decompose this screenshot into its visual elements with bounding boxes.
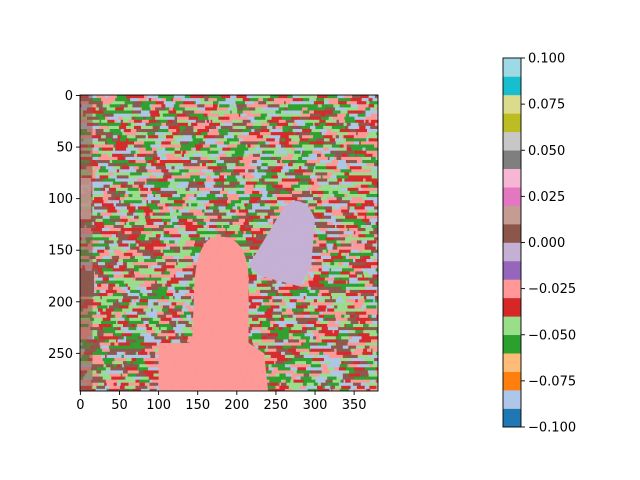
colorbar-segment [503,242,521,262]
colorbar-tick-label: 0.025 [528,190,565,205]
y-tick-label: 250 [48,347,73,362]
y-tick-label: 50 [56,141,73,156]
colorbar-segment [503,371,521,391]
colorbar-segment [503,316,521,336]
colorbar-segment [503,168,521,188]
colorbar-segment [503,260,521,280]
x-tick-label: 100 [146,398,171,413]
colorbar-segment [503,279,521,299]
colorbar-segment [503,94,521,114]
x-tick-label: 300 [303,398,328,413]
y-tick-label: 0 [65,89,73,104]
x-tick-label: 350 [342,398,367,413]
heatmap-image [80,95,378,391]
y-tick-label: 100 [48,192,73,207]
colorbar-segment [503,297,521,317]
colorbar-axis: 0.100 0.075 0.050 0.025 0.000 −0.025 −0.050 −0.… [521,52,576,436]
colorbar-segment [503,150,521,169]
colorbar-tick-label: −0.025 [528,282,576,297]
y-axis: 0 50 100 150 200 250 [48,89,80,362]
y-tick-label: 150 [48,244,73,259]
colorbar-tick-label: 0.000 [528,236,565,251]
x-axis: 0 50 100 150 200 250 300 350 [76,391,367,413]
x-tick-label: 150 [185,398,210,413]
colorbar-segment [503,224,521,243]
colorbar-segment [503,205,521,225]
colorbar-segment [503,334,521,354]
x-tick-label: 250 [264,398,289,413]
colorbar-segment [503,353,521,372]
colorbar-tick-label: 0.050 [528,144,565,159]
colorbar-segment [503,113,521,133]
plot-frame [79,94,379,392]
colorbar [502,57,522,428]
y-tick-label: 200 [48,295,73,310]
colorbar-segment [503,408,521,428]
colorbar-tick-label: −0.075 [528,374,576,389]
x-tick-label: 0 [76,398,84,413]
colorbar-segment [503,58,521,77]
colorbar-segment [503,187,521,206]
colorbar-tick-label: 0.100 [528,52,565,67]
x-tick-label: 50 [111,398,128,413]
colorbar-segment [503,390,521,409]
colorbar-tick-label: 0.075 [528,98,565,113]
colorbar-tick-label: −0.050 [528,328,576,343]
colorbar-segment [503,131,521,151]
colorbar-segment [503,76,521,96]
colorbar-tick-label: −0.100 [528,421,576,436]
x-tick-label: 200 [224,398,249,413]
